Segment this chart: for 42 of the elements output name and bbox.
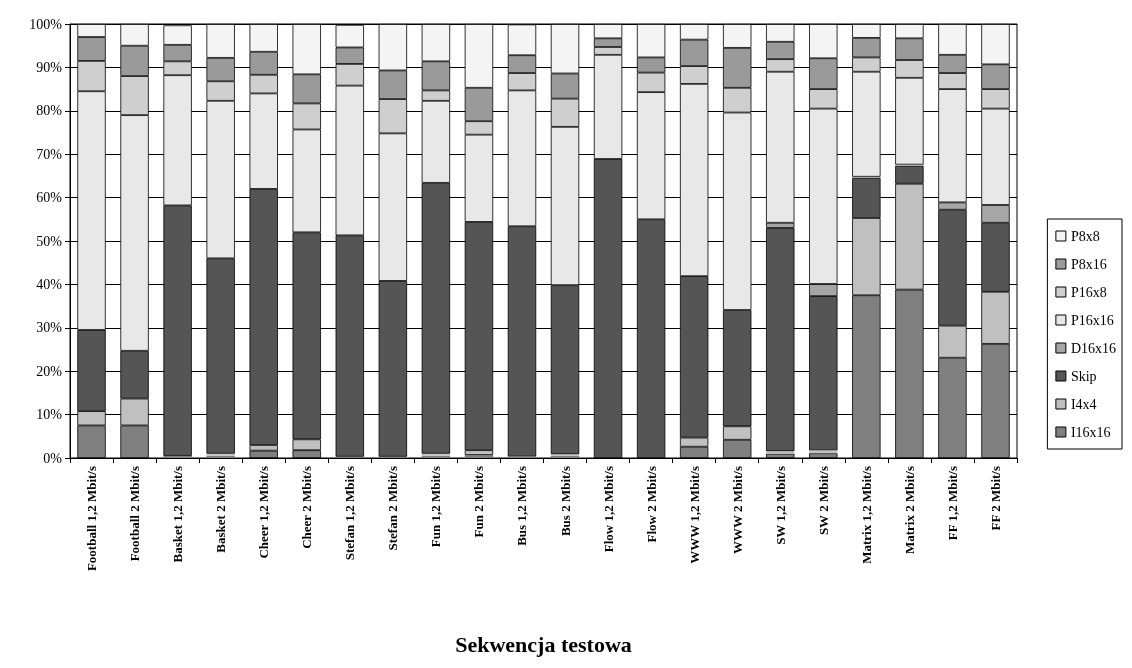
y-tick-label: 40%	[36, 276, 63, 292]
y-tick-label: 10%	[36, 407, 63, 423]
y-tick-label: 30%	[36, 320, 63, 336]
x-tick-label: SW 2 Mbit/s	[815, 466, 831, 536]
x-tick-label: Fun 2 Mbit/s	[471, 466, 487, 538]
y-tick-label: 100%	[29, 16, 63, 32]
x-tick-label: Basket 1,2 Mbit/s	[170, 466, 186, 563]
y-tick-label: 20%	[36, 363, 63, 379]
x-tick-label: Football 1,2 Mbit/s	[84, 466, 100, 572]
legend-label: P8x16	[1070, 256, 1107, 272]
x-tick-label: WWW 1,2 Mbit/s	[686, 466, 702, 564]
x-tick-label: Flow 1,2 Mbit/s	[600, 466, 616, 553]
x-tick-label: Bus 1,2 Mbit/s	[514, 466, 530, 546]
y-tick-label: 70%	[36, 146, 63, 162]
legend-label: I16x16	[1070, 424, 1111, 440]
x-tick-label: Matrix 2 Mbit/s	[901, 466, 917, 555]
x-tick-label: Fun 1,2 Mbit/s	[428, 466, 444, 548]
legend-label: D16x16	[1070, 340, 1117, 356]
y-tick-label: 60%	[36, 190, 63, 206]
y-tick-label: 0%	[43, 450, 63, 466]
x-tick-label: FF 2 Mbit/s	[987, 466, 1003, 531]
legend-label: I4x4	[1070, 396, 1097, 412]
x-tick-label: Bus 2 Mbit/s	[557, 466, 573, 537]
legend-label: P8x8	[1070, 228, 1100, 244]
y-tick-label: 90%	[36, 59, 63, 75]
x-tick-label: Stefan 1,2 Mbit/s	[342, 466, 358, 561]
legend-label: P16x16	[1070, 312, 1114, 328]
x-axis-title: Sekwencja testowa	[455, 631, 632, 657]
x-tick-label: Football 2 Mbit/s	[127, 466, 143, 562]
y-tick-label: 50%	[36, 233, 63, 249]
x-tick-label: Cheer 2 Mbit/s	[299, 466, 315, 549]
x-tick-label: FF 1,2 Mbit/s	[944, 466, 960, 541]
x-tick-label: WWW 2 Mbit/s	[729, 466, 745, 554]
x-tick-label: Flow 2 Mbit/s	[643, 466, 659, 543]
y-tick-label: 80%	[36, 103, 63, 119]
legend-label: P16x8	[1070, 284, 1107, 300]
legend-label: Skip	[1070, 368, 1097, 384]
x-tick-label: Basket 2 Mbit/s	[213, 466, 229, 553]
x-tick-label: Matrix 1,2 Mbit/s	[858, 466, 874, 564]
x-tick-label: Stefan 2 Mbit/s	[385, 466, 401, 551]
x-tick-label: Cheer 1,2 Mbit/s	[256, 466, 272, 559]
x-tick-label: SW 1,2 Mbit/s	[772, 466, 788, 545]
